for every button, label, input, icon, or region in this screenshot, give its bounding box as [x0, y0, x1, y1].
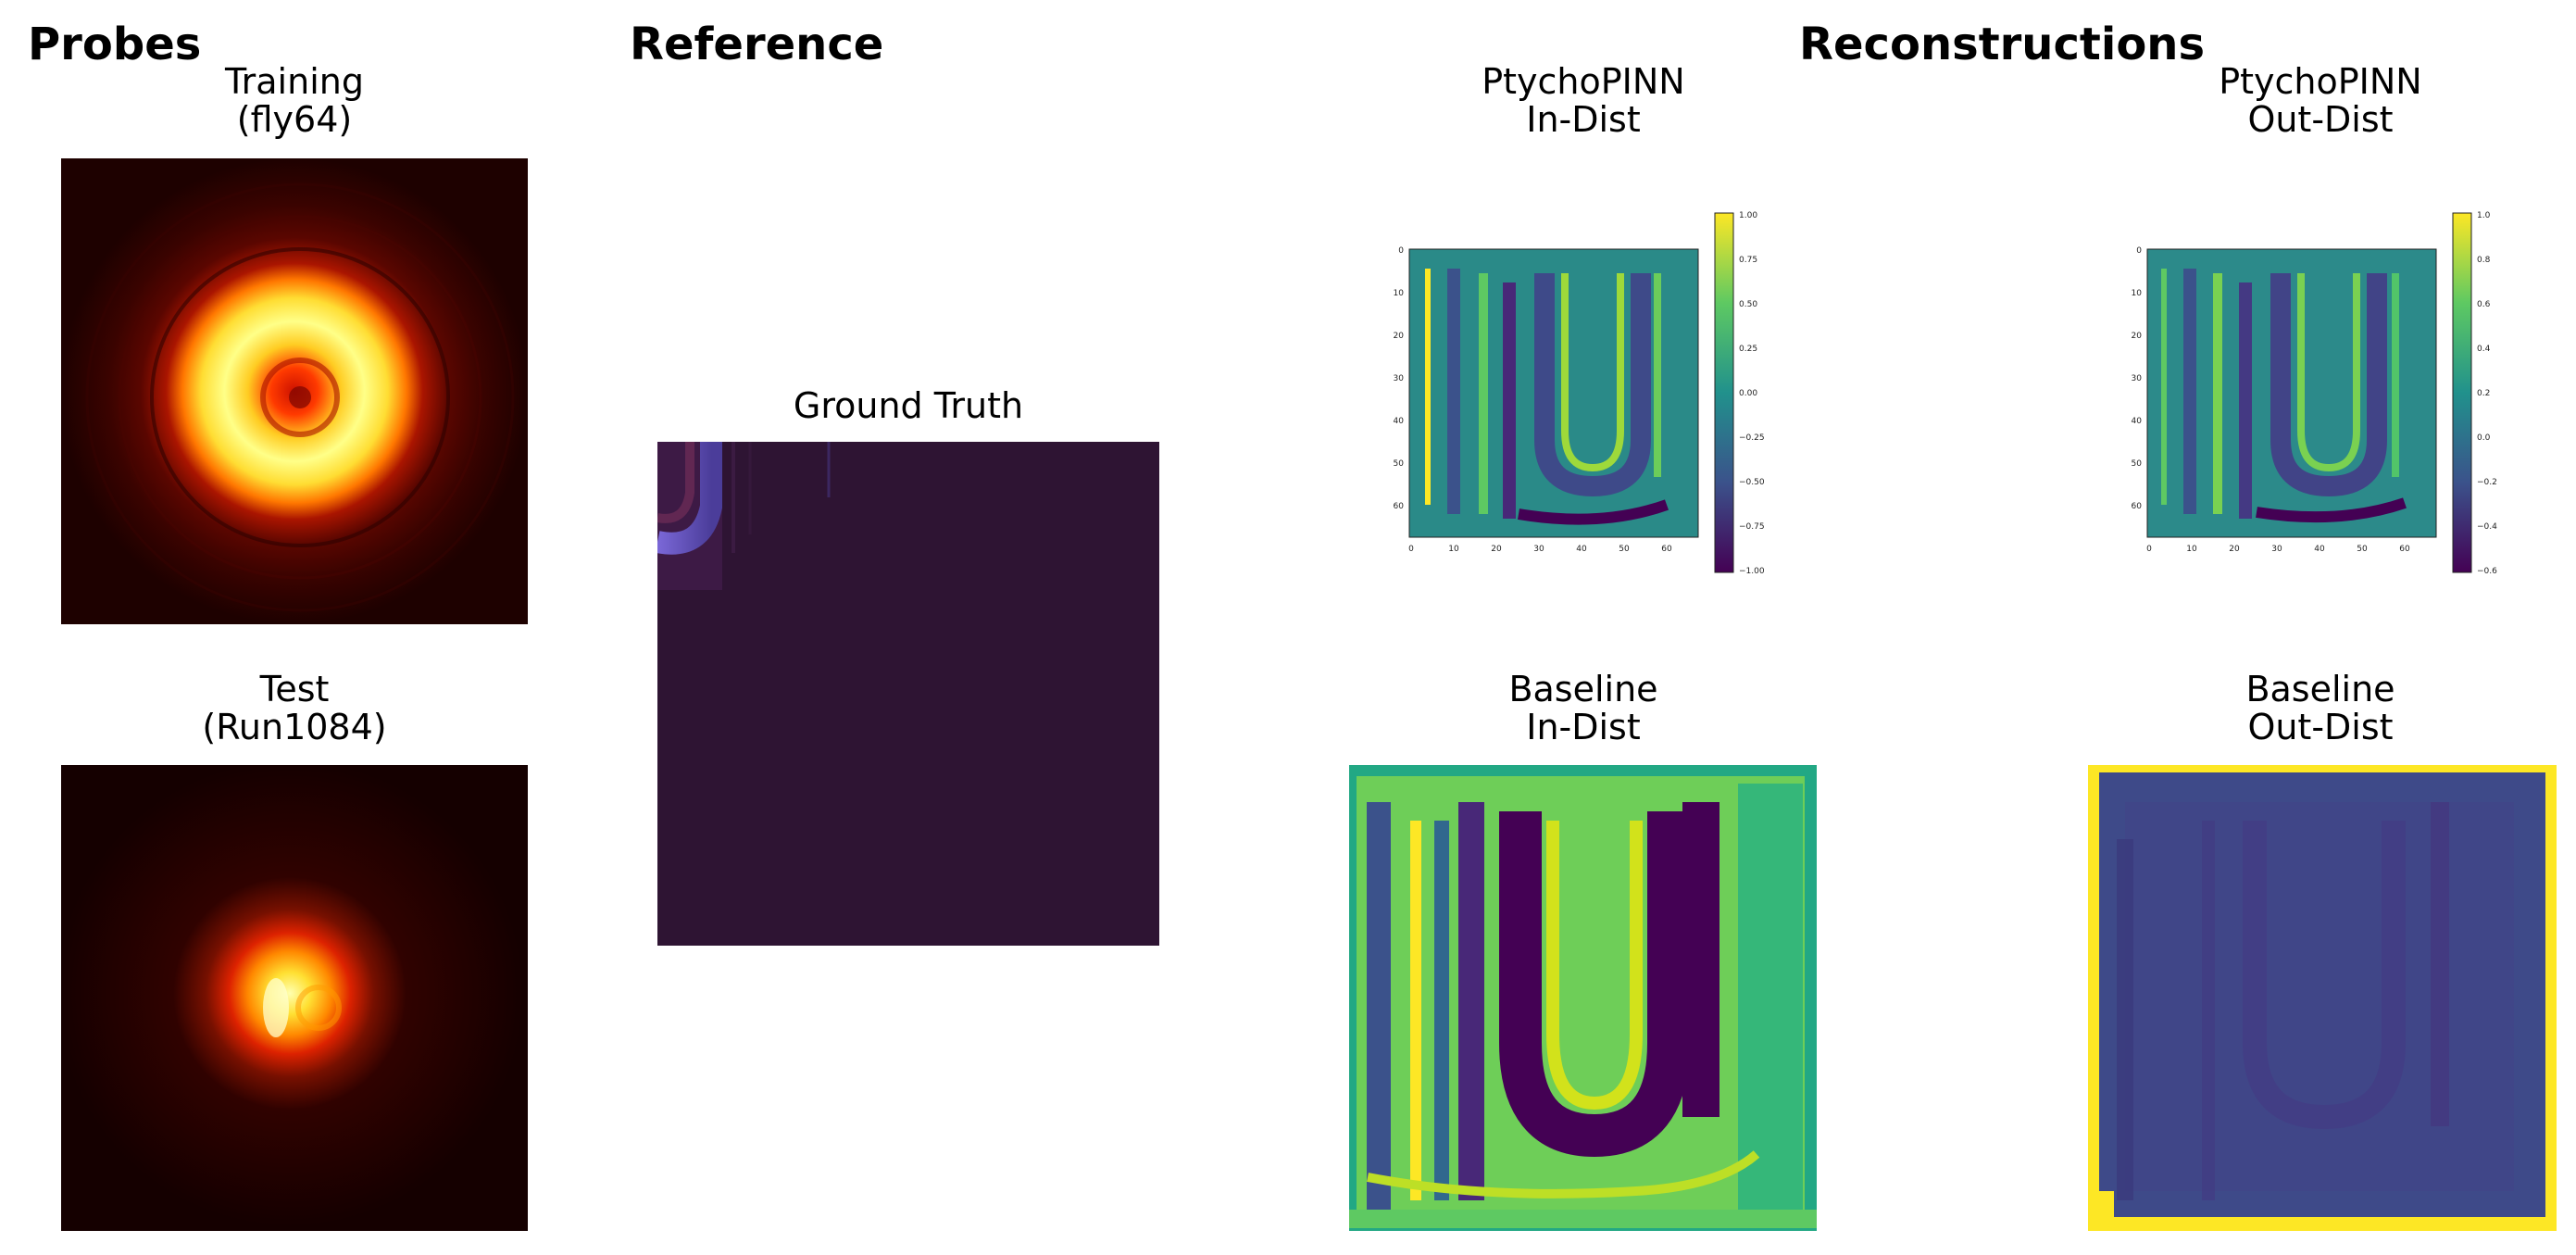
y-tick-label: 30	[1394, 374, 1405, 383]
panel-title-training: Training (fly64)	[61, 63, 528, 138]
colorbar-tick-label: 0.4	[2477, 345, 2491, 354]
panel-title-pinn-in: PtychoPINN In-Dist	[1352, 63, 1815, 138]
y-tick-label: 20	[1394, 332, 1405, 341]
y-tick-label: 50	[2132, 459, 2143, 469]
x-tick-label: 50	[1619, 545, 1630, 554]
x-tick-label: 30	[1533, 545, 1544, 554]
x-tick-label: 10	[2186, 545, 2197, 554]
panel-title-line: In-Dist	[1526, 706, 1641, 747]
probe-test-image	[61, 765, 528, 1231]
pinn-in-colorbar-ticks: 1.00 0.75 0.50 0.25 0.00 −0.25 −0.50 −0.…	[1739, 211, 1765, 576]
pinn-in-y-ticks: 0 10 20 30 40 50 60	[1394, 246, 1405, 511]
colorbar-tick-label: 0.0	[2477, 433, 2491, 443]
colorbar-tick-label: 1.00	[1739, 211, 1757, 220]
x-tick-label: 60	[2399, 545, 2410, 554]
y-tick-label: 0	[2136, 246, 2142, 256]
panel-title-line: Out-Dist	[2247, 706, 2394, 747]
panel-title-line: PtychoPINN	[1482, 61, 1685, 102]
x-tick-label: 60	[1661, 545, 1672, 554]
colorbar-tick-label: −0.2	[2477, 478, 2497, 487]
y-tick-label: 60	[2132, 502, 2143, 511]
colorbar-tick-label: 0.6	[2477, 300, 2491, 309]
baseline-in-dist-image	[1349, 765, 1817, 1231]
colorbar-tick-label: 0.8	[2477, 256, 2491, 265]
y-tick-label: 60	[1394, 502, 1405, 511]
colorbar-tick-label: 1.0	[2477, 211, 2491, 220]
pinn-out-y-ticks: 0 10 20 30 40 50 60	[2132, 246, 2143, 511]
panel-title-pinn-out: PtychoPINN Out-Dist	[2089, 63, 2552, 138]
baseline-out-dist-image	[2088, 765, 2557, 1231]
x-tick-label: 10	[1448, 545, 1459, 554]
colorbar-tick-label: −0.25	[1739, 433, 1765, 443]
y-tick-label: 10	[1394, 289, 1405, 298]
panel-title-line: Baseline	[2245, 669, 2395, 709]
panel-title-baseline-out: Baseline Out-Dist	[2089, 671, 2552, 746]
panel-title-line: Training	[225, 61, 364, 102]
pinn-in-colorbar	[1714, 212, 1734, 573]
pinn-in-image	[1408, 248, 1699, 538]
colorbar-tick-label: −1.00	[1739, 567, 1765, 576]
colorbar-tick-label: 0.25	[1739, 345, 1757, 354]
x-tick-label: 40	[1576, 545, 1587, 554]
colorbar-tick-label: −0.6	[2477, 567, 2497, 576]
x-tick-label: 0	[1408, 545, 1414, 554]
pinn-out-colorbar-ticks: 1.0 0.8 0.6 0.4 0.2 0.0 −0.2 −0.4 −0.6	[2477, 211, 2497, 576]
colorbar-tick-label: −0.4	[2477, 522, 2497, 532]
y-tick-label: 40	[1394, 417, 1405, 426]
panel-title-line: (fly64)	[236, 98, 353, 140]
y-tick-label: 50	[1394, 459, 1405, 469]
pinn-out-colorbar	[2452, 212, 2472, 573]
x-tick-label: 30	[2271, 545, 2282, 554]
x-tick-label: 20	[2229, 545, 2240, 554]
y-tick-label: 30	[2132, 374, 2143, 383]
x-tick-label: 40	[2314, 545, 2325, 554]
section-title-reference: Reference	[630, 19, 884, 70]
panel-title-line: Out-Dist	[2247, 98, 2394, 140]
colorbar-tick-label: 0.50	[1739, 300, 1757, 309]
pinn-out-image	[2146, 248, 2437, 538]
ground-truth-image	[657, 442, 1159, 946]
panel-title-line: Ground Truth	[793, 385, 1024, 426]
y-tick-label: 10	[2132, 289, 2143, 298]
panel-title-line: PtychoPINN	[2219, 61, 2422, 102]
panel-title-line: (Run1084)	[202, 706, 387, 747]
panel-title-line: Baseline	[1508, 669, 1658, 709]
colorbar-tick-label: −0.50	[1739, 478, 1765, 487]
colorbar-tick-label: 0.2	[2477, 389, 2490, 398]
panel-title-test: Test (Run1084)	[61, 671, 528, 746]
panel-title-baseline-in: Baseline In-Dist	[1352, 671, 1815, 746]
pinn-in-dist-plot: 0 10 20 30 40 50 60 0 10 20 30 40 50 60 …	[1394, 211, 1765, 576]
panel-title-line: In-Dist	[1526, 98, 1641, 140]
pinn-out-x-ticks: 0 10 20 30 40 50 60	[2146, 545, 2410, 554]
panel-title-ground-truth: Ground Truth	[657, 387, 1159, 425]
y-tick-label: 0	[1398, 246, 1404, 256]
pinn-out-dist-plot: 0 10 20 30 40 50 60 0 10 20 30 40 50 60 …	[2132, 211, 2498, 576]
colorbar-tick-label: 0.00	[1739, 389, 1757, 398]
y-tick-label: 20	[2132, 332, 2143, 341]
x-tick-label: 0	[2146, 545, 2152, 554]
x-tick-label: 20	[1491, 545, 1502, 554]
y-tick-label: 40	[2132, 417, 2143, 426]
panel-title-line: Test	[259, 669, 330, 709]
colorbar-tick-label: 0.75	[1739, 256, 1757, 265]
probe-training-image	[61, 158, 528, 624]
x-tick-label: 50	[2357, 545, 2368, 554]
section-title-reconstructions: Reconstructions	[1799, 19, 2206, 70]
section-title-probes: Probes	[28, 19, 202, 70]
pinn-in-x-ticks: 0 10 20 30 40 50 60	[1408, 545, 1672, 554]
colorbar-tick-label: −0.75	[1739, 522, 1765, 532]
